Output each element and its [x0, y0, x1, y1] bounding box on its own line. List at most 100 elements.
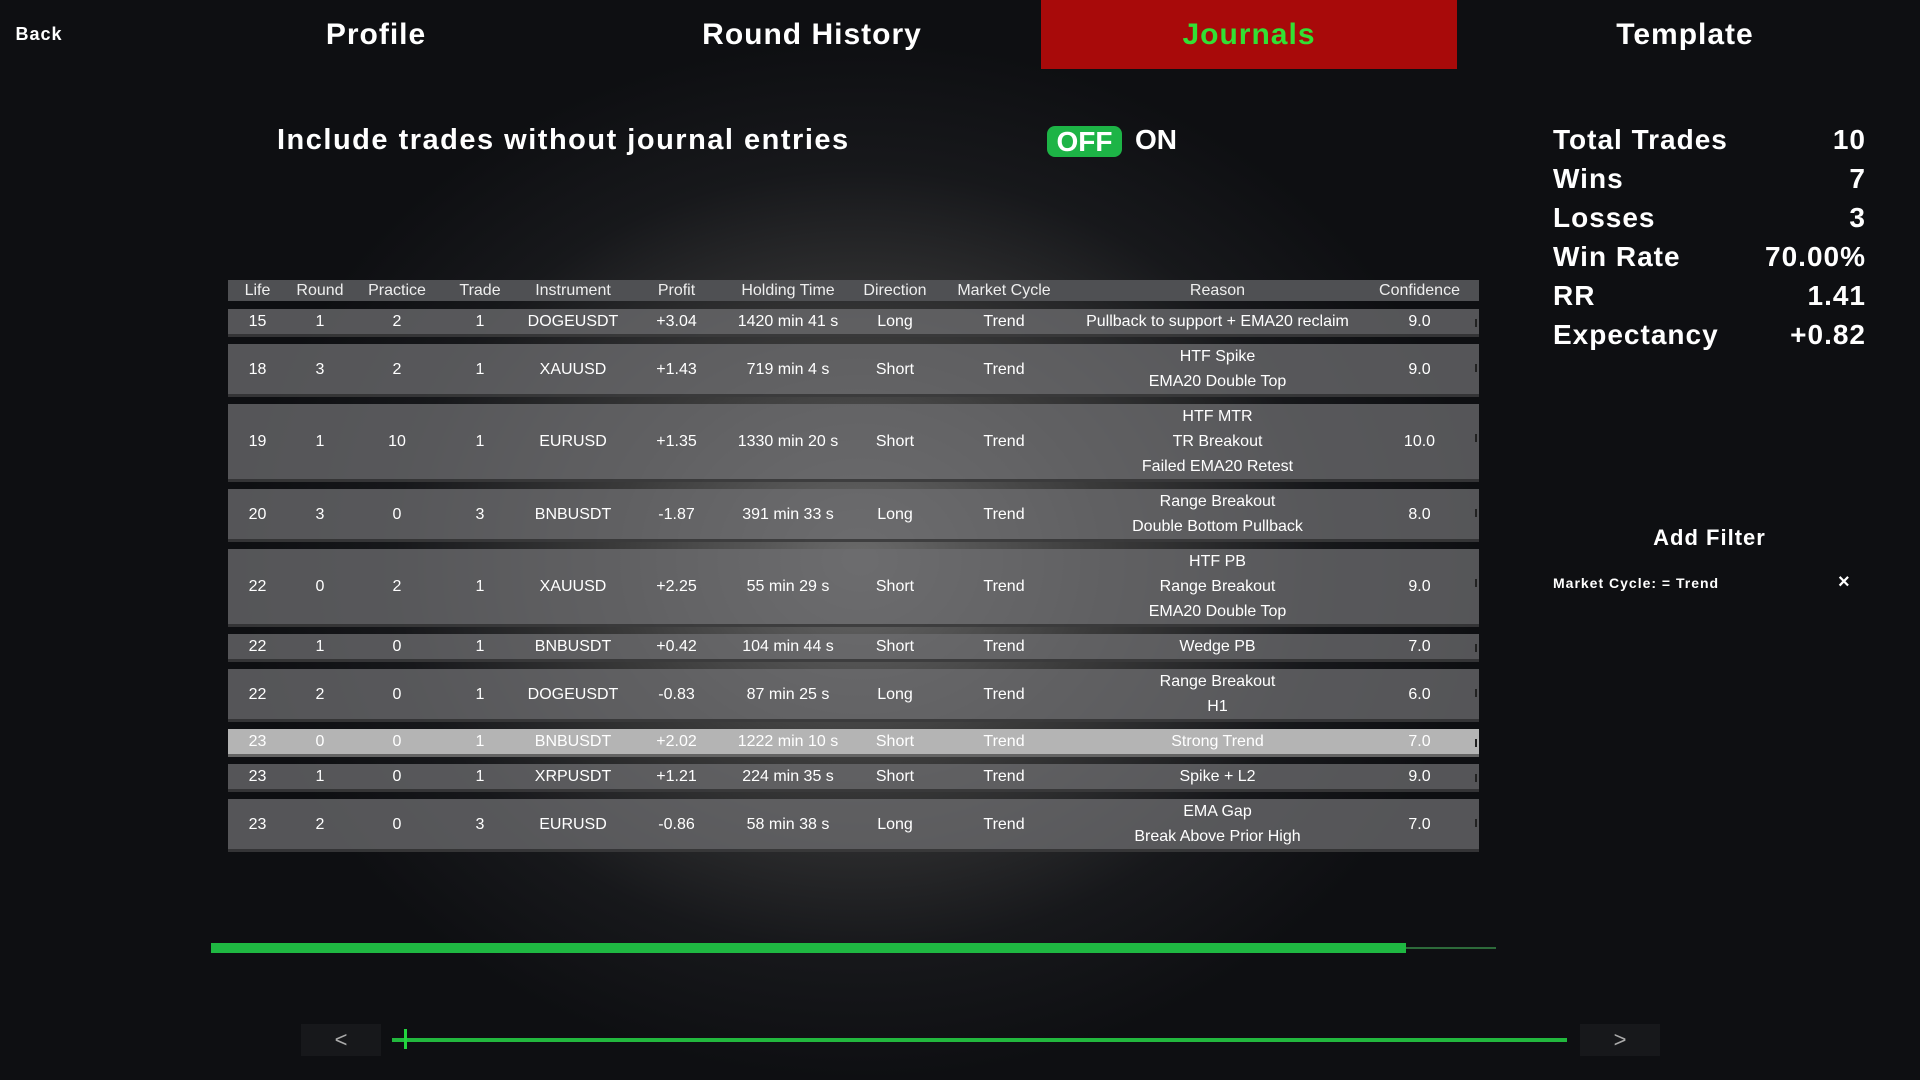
table-row[interactable]: 22 2 0 1 DOGEUSDT -0.83 87 min 25 s Long Trend Ra… — [228, 669, 1479, 722]
cell-profit: -1.87 — [658, 505, 695, 523]
stat-win-rate: Win Rate 70.00% — [1553, 241, 1866, 273]
cell-practice: 10 — [388, 433, 406, 450]
table-row[interactable]: 15 1 2 1 DOGEUSDT +3.04 1420 min 41 s Long Trend… — [228, 309, 1479, 337]
tab-profile[interactable]: Profile — [325, 17, 427, 51]
cell-market-cycle: Trend — [983, 360, 1025, 378]
column-header-life[interactable]: Life — [244, 282, 271, 299]
cell-life: 23 — [248, 815, 267, 833]
cell-instrument: XAUUSD — [539, 360, 607, 378]
reason-line: Spike + L2 — [1179, 768, 1256, 785]
cell-instrument: EURUSD — [539, 433, 607, 450]
cell-holding-time: 719 min 4 s — [746, 360, 830, 378]
reason-line: Pullback to support + EMA20 reclaim — [1086, 313, 1349, 330]
stat-losses: Losses 3 — [1553, 202, 1866, 234]
cell-direction: Short — [875, 638, 915, 655]
add-filter-button[interactable]: Add Filter — [1653, 525, 1766, 550]
cell-holding-time: 1222 min 10 s — [737, 733, 839, 750]
table-row[interactable]: 23 1 0 1 XRPUSDT +1.21 224 min 35 s Short Trend S… — [228, 764, 1479, 792]
table-row[interactable]: 22 0 2 1 XAUUSD +2.25 55 min 29 s Short Trend HTF… — [228, 549, 1479, 627]
cell-confidence: 6.0 — [1408, 685, 1431, 703]
cell-holding-time: 391 min 33 s — [742, 505, 834, 523]
column-header-profit[interactable]: Profit — [657, 282, 696, 299]
stat-value: 1.41 — [1807, 280, 1866, 311]
reason-line: Wedge PB — [1179, 638, 1256, 655]
cell-direction: Short — [875, 733, 915, 750]
remove-filter-icon[interactable]: × — [1838, 571, 1850, 593]
reason-line: TR Breakout — [1172, 433, 1263, 450]
reason-line: EMA20 Double Top — [1148, 603, 1287, 620]
table-row[interactable]: 22 1 0 1 BNBUSDT +0.42 104 min 44 s Short Trend W… — [228, 634, 1479, 662]
cell-profit: +1.21 — [656, 768, 697, 785]
column-header-confidence[interactable]: Confidence — [1379, 282, 1460, 299]
toggle-off-option[interactable]: OFF — [1047, 126, 1122, 157]
table-row[interactable]: 18 3 2 1 XAUUSD +1.43 719 min 4 s Short Trend HTF… — [228, 344, 1479, 397]
cell-confidence: 9.0 — [1408, 768, 1431, 785]
slider-handle[interactable] — [403, 1029, 407, 1049]
cell-confidence: 7.0 — [1408, 638, 1431, 655]
cell-trade: 3 — [475, 815, 485, 833]
row-scroll-marker — [1472, 404, 1479, 479]
column-header-reason[interactable]: Reason — [1189, 282, 1246, 299]
table-row[interactable]: 23 2 0 3 EURUSD -0.86 58 min 38 s Long Trend EMA … — [228, 799, 1479, 852]
table-row[interactable]: 20 3 0 3 BNBUSDT -1.87 391 min 33 s Long Trend Ra… — [228, 489, 1479, 542]
table-row[interactable]: 23 0 0 1 BNBUSDT +2.02 1222 min 10 s Short Trend… — [228, 729, 1479, 757]
next-page-button[interactable]: > — [1580, 1024, 1660, 1056]
cell-instrument: DOGEUSDT — [527, 313, 619, 330]
filter-item: Market Cycle: = Trend — [1553, 575, 1720, 591]
cell-profit: +1.35 — [656, 433, 697, 450]
cell-trade: 1 — [475, 685, 485, 703]
cell-profit: -0.83 — [658, 685, 695, 703]
stat-label: Win Rate — [1553, 241, 1681, 272]
cell-market-cycle: Trend — [983, 768, 1025, 785]
reason-line: Failed EMA20 Retest — [1141, 458, 1294, 475]
cell-direction: Long — [877, 815, 913, 833]
cell-holding-time: 55 min 29 s — [746, 578, 830, 595]
cell-trade: 1 — [475, 768, 485, 785]
tab-journals[interactable]: Journals — [1041, 0, 1457, 69]
cell-round: 2 — [315, 685, 325, 703]
cell-reason: EMA Gap Break Above Prior High — [1068, 799, 1367, 849]
column-header-direction[interactable]: Direction — [863, 282, 927, 299]
table-row[interactable]: 19 1 10 1 EURUSD +1.35 1330 min 20 s Short Trend… — [228, 404, 1479, 482]
cell-trade: 3 — [475, 505, 485, 523]
column-header-holding-time[interactable]: Holding Time — [741, 282, 835, 299]
cell-direction: Short — [875, 578, 915, 595]
page-slider[interactable] — [392, 1029, 1567, 1049]
back-button[interactable]: Back — [15, 24, 63, 44]
cell-practice: 2 — [392, 578, 402, 595]
cell-profit: -0.86 — [658, 815, 695, 833]
cell-confidence: 9.0 — [1408, 578, 1431, 595]
journal-table: Life Round Practice Trade Instrument Profit Ho… — [228, 280, 1479, 859]
column-header-market-cycle[interactable]: Market Cycle — [957, 282, 1051, 299]
reason-line: Strong Trend — [1171, 733, 1264, 750]
cell-life: 19 — [248, 433, 267, 450]
cell-reason: Range Breakout Double Bottom Pullback — [1068, 489, 1367, 539]
cell-instrument: XAUUSD — [539, 578, 607, 595]
cell-reason: Spike + L2 — [1068, 764, 1367, 789]
cell-profit: +0.42 — [656, 638, 697, 655]
cell-direction: Long — [877, 505, 913, 523]
stat-label: Total Trades — [1553, 124, 1728, 155]
column-header-round[interactable]: Round — [296, 282, 344, 299]
toggle-on-option[interactable]: ON — [1135, 124, 1177, 155]
column-header-practice[interactable]: Practice — [368, 282, 426, 299]
reason-line: Range Breakout — [1159, 493, 1276, 510]
reason-line: Range Breakout — [1159, 673, 1276, 690]
scrollbar-thumb[interactable] — [211, 943, 1407, 953]
cell-direction: Long — [877, 313, 913, 330]
stat-value: +0.82 — [1790, 319, 1866, 350]
cell-round: 1 — [315, 768, 325, 785]
cell-holding-time: 1420 min 41 s — [737, 313, 839, 330]
horizontal-scrollbar[interactable] — [211, 943, 1496, 953]
cell-confidence: 10.0 — [1403, 433, 1436, 450]
stat-wins: Wins 7 — [1553, 163, 1866, 195]
row-scroll-marker — [1472, 309, 1479, 334]
tab-round-history[interactable]: Round History — [702, 17, 922, 51]
reason-line: Range Breakout — [1159, 578, 1276, 595]
column-header-trade[interactable]: Trade — [459, 282, 501, 299]
prev-page-button[interactable]: < — [301, 1024, 381, 1056]
cell-round: 0 — [315, 578, 325, 595]
tab-template[interactable]: Template — [1616, 17, 1754, 51]
stat-value: 7 — [1849, 163, 1866, 194]
column-header-instrument[interactable]: Instrument — [535, 282, 611, 299]
